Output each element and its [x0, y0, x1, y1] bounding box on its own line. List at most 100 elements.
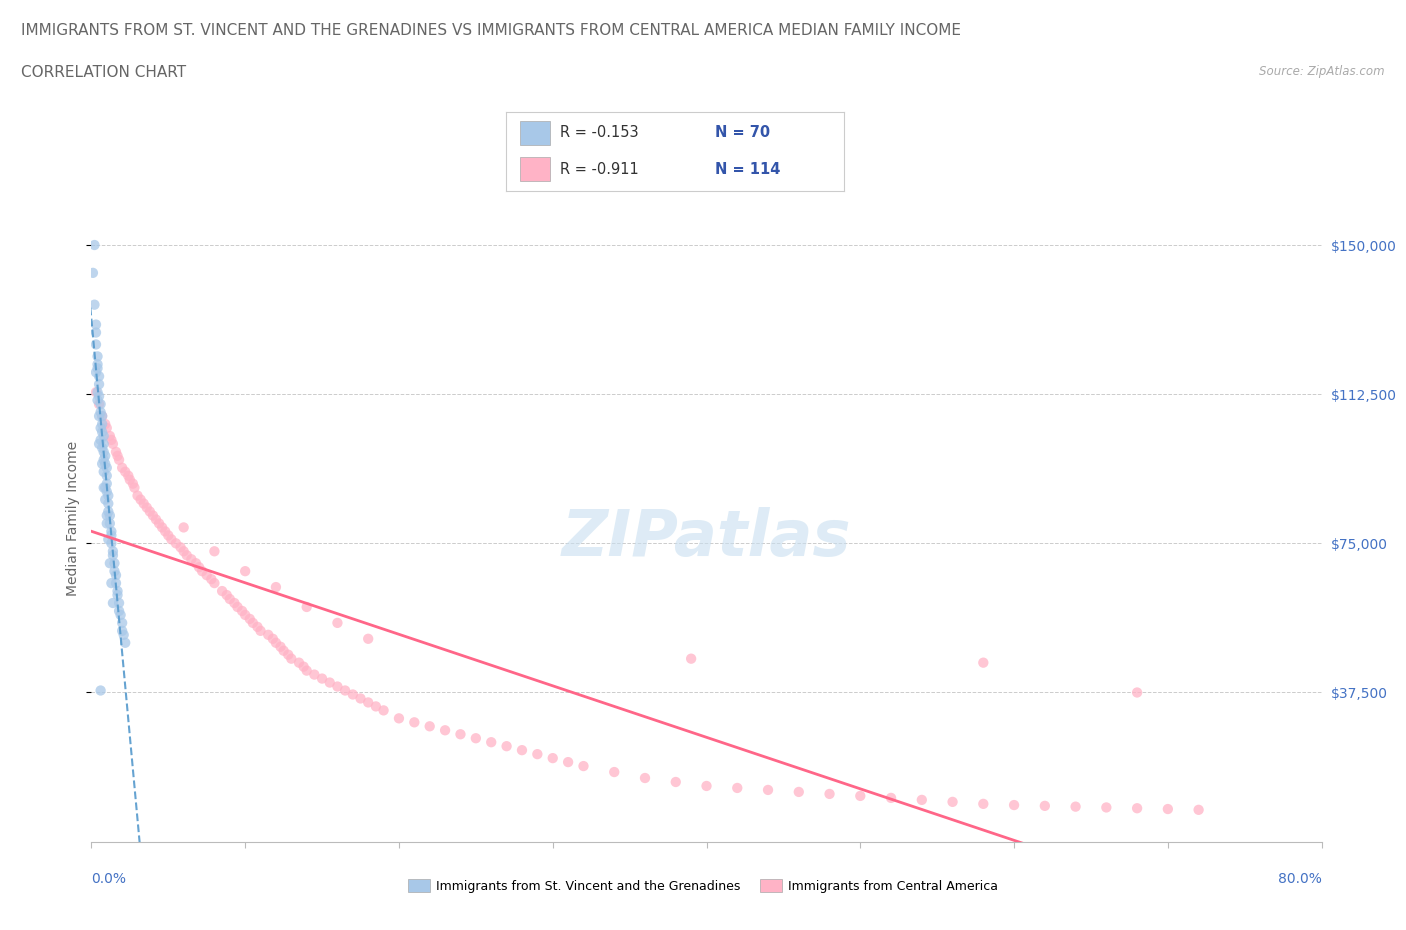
- Point: [90, 397, 112, 412]
- Text: R = -0.153: R = -0.153: [560, 126, 638, 140]
- Point: [91, 457, 114, 472]
- FancyBboxPatch shape: [520, 157, 550, 181]
- Point: [288, 656, 311, 671]
- Point: [82, 265, 104, 280]
- Point: [665, 775, 688, 790]
- Point: [93, 480, 115, 495]
- Point: [97, 488, 120, 503]
- Point: [849, 789, 872, 804]
- Point: [91, 417, 114, 432]
- Point: [449, 727, 471, 742]
- Point: [86, 349, 108, 364]
- Point: [295, 663, 318, 678]
- Y-axis label: Median Family Income: Median Family Income: [66, 441, 80, 596]
- Point: [292, 659, 315, 674]
- Point: [1126, 685, 1149, 700]
- Point: [111, 623, 134, 638]
- Point: [464, 731, 486, 746]
- Point: [100, 536, 122, 551]
- Point: [304, 667, 326, 682]
- Point: [696, 778, 718, 793]
- Point: [98, 508, 121, 523]
- Point: [572, 759, 595, 774]
- Point: [97, 496, 120, 511]
- Point: [100, 432, 122, 447]
- Point: [262, 631, 284, 646]
- Point: [86, 385, 108, 400]
- Point: [150, 520, 173, 535]
- Point: [122, 476, 145, 491]
- Legend: Immigrants from St. Vincent and the Grenadines, Immigrants from Central America: Immigrants from St. Vincent and the Gren…: [402, 874, 1004, 897]
- Point: [972, 796, 994, 811]
- Point: [87, 408, 110, 423]
- Point: [510, 743, 533, 758]
- Point: [1187, 803, 1209, 817]
- Point: [107, 588, 129, 603]
- Point: [818, 787, 841, 802]
- Point: [132, 496, 155, 511]
- Point: [98, 516, 121, 531]
- Text: Source: ZipAtlas.com: Source: ZipAtlas.com: [1260, 65, 1385, 78]
- Point: [105, 567, 127, 582]
- Point: [124, 480, 146, 495]
- Point: [224, 595, 246, 610]
- Point: [180, 551, 202, 566]
- Point: [100, 524, 122, 538]
- Point: [97, 532, 120, 547]
- Point: [93, 429, 115, 444]
- Point: [364, 699, 387, 714]
- Point: [972, 656, 994, 671]
- Text: N = 70: N = 70: [716, 126, 770, 140]
- Point: [98, 556, 121, 571]
- Point: [277, 647, 299, 662]
- Point: [249, 623, 271, 638]
- Point: [333, 683, 356, 698]
- Point: [191, 564, 214, 578]
- Point: [101, 436, 124, 451]
- Point: [105, 576, 127, 591]
- FancyBboxPatch shape: [520, 121, 550, 145]
- Point: [342, 687, 364, 702]
- Point: [114, 635, 136, 650]
- Point: [280, 651, 302, 666]
- Point: [311, 671, 333, 686]
- Point: [169, 540, 191, 555]
- Point: [295, 600, 318, 615]
- Point: [195, 567, 218, 582]
- Text: R = -0.911: R = -0.911: [560, 162, 638, 177]
- Point: [148, 516, 170, 531]
- Point: [135, 500, 157, 515]
- Point: [91, 441, 114, 456]
- Point: [101, 595, 124, 610]
- Point: [108, 604, 131, 618]
- Point: [87, 369, 110, 384]
- Text: CORRELATION CHART: CORRELATION CHART: [21, 65, 186, 80]
- Point: [91, 408, 114, 423]
- Point: [541, 751, 564, 765]
- Point: [96, 469, 118, 484]
- Point: [108, 452, 131, 467]
- Point: [202, 544, 225, 559]
- Point: [90, 420, 112, 435]
- Text: 0.0%: 0.0%: [91, 871, 127, 886]
- Point: [160, 532, 183, 547]
- Point: [142, 508, 165, 523]
- Point: [184, 556, 207, 571]
- Point: [725, 780, 748, 795]
- Point: [388, 711, 411, 725]
- Point: [96, 460, 118, 475]
- Point: [94, 417, 117, 432]
- Point: [129, 492, 152, 507]
- Point: [349, 691, 371, 706]
- Point: [93, 452, 115, 467]
- Point: [1095, 800, 1118, 815]
- Point: [200, 572, 222, 587]
- Point: [176, 548, 198, 563]
- Point: [118, 472, 141, 487]
- Point: [103, 556, 125, 571]
- Point: [84, 326, 107, 340]
- Point: [233, 607, 256, 622]
- Point: [246, 619, 269, 634]
- Point: [157, 528, 180, 543]
- Point: [97, 504, 120, 519]
